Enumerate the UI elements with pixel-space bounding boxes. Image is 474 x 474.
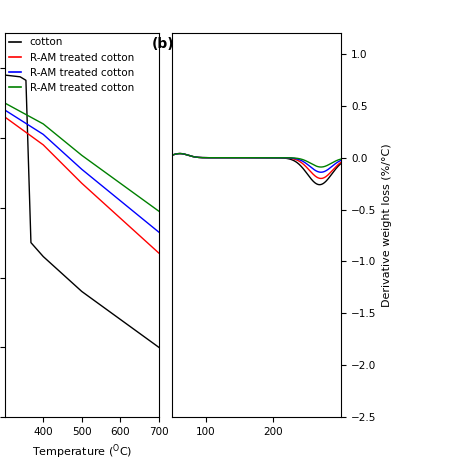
X-axis label: Temperature ($^{\mathrm{O}}$C): Temperature ($^{\mathrm{O}}$C) — [32, 442, 132, 461]
Text: (b): (b) — [151, 37, 174, 51]
Y-axis label: Derivative weight loss (%/°C): Derivative weight loss (%/°C) — [382, 143, 392, 307]
Legend: cotton, R-AM treated cotton, R-AM treated cotton, R-AM treated cotton: cotton, R-AM treated cotton, R-AM treate… — [5, 33, 138, 97]
